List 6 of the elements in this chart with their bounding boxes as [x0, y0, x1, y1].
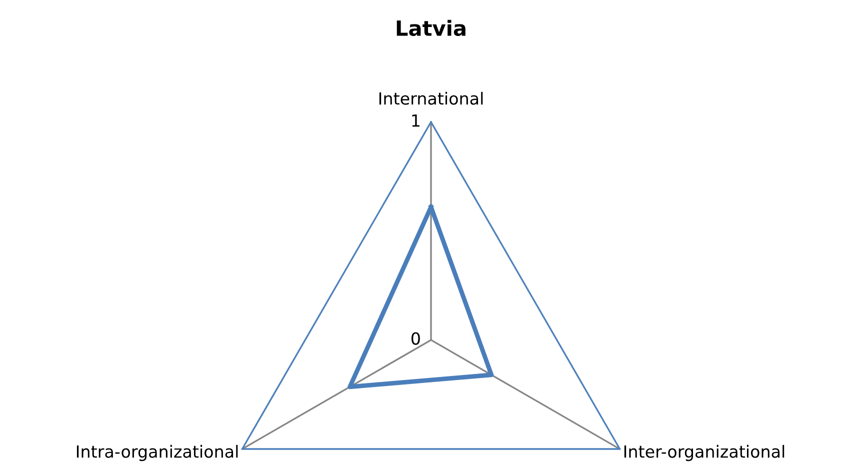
spoke-label: Intra-organizational	[76, 444, 238, 462]
y-tick-label: 1	[412, 114, 420, 127]
spoke-label: Inter-organizational	[624, 444, 784, 462]
spoke-label: International	[379, 92, 483, 105]
y-tick-label: 0	[411, 332, 420, 345]
chart-title: Latvia	[396, 20, 466, 36]
